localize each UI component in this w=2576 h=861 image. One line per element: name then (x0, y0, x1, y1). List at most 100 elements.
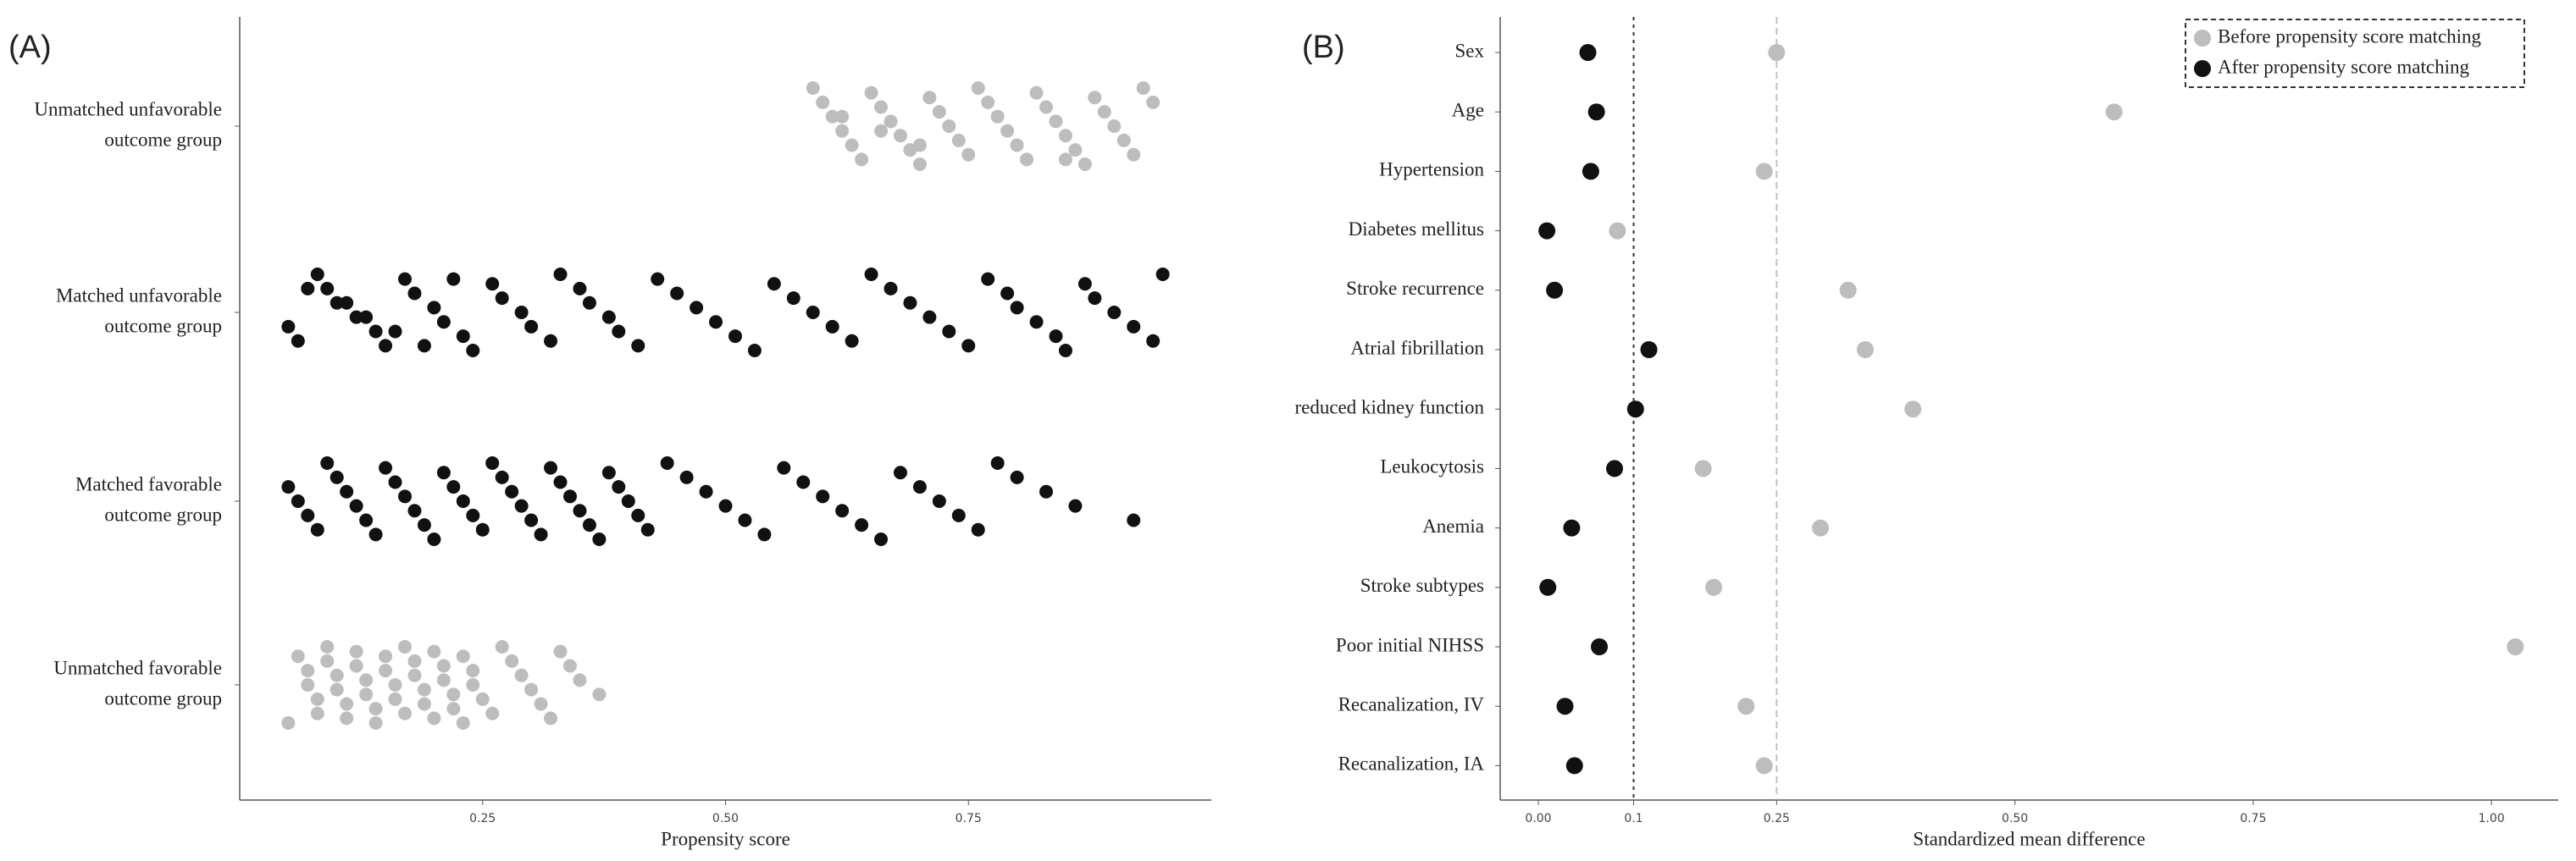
point (1755, 163, 1773, 180)
legend-label: Before propensity score matching (2218, 25, 2482, 47)
point (1097, 105, 1111, 119)
point (427, 301, 441, 315)
point (1640, 341, 1658, 358)
point (1694, 460, 1712, 477)
point (690, 301, 704, 315)
point (505, 484, 519, 499)
x-tick-label: 1.00 (2479, 812, 2505, 825)
point (932, 494, 946, 508)
point (1049, 329, 1063, 344)
x-tick-label: 0.50 (2002, 812, 2028, 825)
point (1058, 152, 1072, 167)
point (1737, 698, 1755, 715)
point (446, 702, 461, 716)
point (291, 649, 305, 664)
point (436, 659, 451, 673)
point (1606, 460, 1624, 477)
point (349, 644, 363, 659)
x-tick-label: 0.50 (712, 812, 739, 825)
point (990, 109, 1005, 124)
point (340, 295, 354, 310)
point (368, 702, 383, 716)
point (679, 470, 694, 484)
point (417, 518, 431, 533)
point (301, 664, 315, 678)
point (495, 470, 509, 484)
point (1755, 757, 1773, 775)
point (699, 484, 713, 499)
point (368, 716, 383, 730)
point (1068, 143, 1083, 157)
point (796, 475, 811, 489)
y-category-label: Hypertension (1379, 159, 1484, 180)
point (301, 281, 315, 295)
point (553, 644, 568, 659)
point (456, 329, 470, 344)
point (446, 687, 461, 702)
point (1812, 519, 1830, 537)
point (951, 508, 966, 522)
point (709, 315, 723, 329)
point (1904, 400, 1922, 418)
point (466, 508, 480, 522)
point (466, 664, 480, 678)
point (310, 522, 324, 537)
point (359, 673, 374, 687)
y-category-label: reduced kidney function (1294, 396, 1484, 417)
point (524, 319, 539, 334)
legend-label: After propensity score matching (2218, 56, 2469, 77)
point (651, 272, 665, 286)
point (1010, 301, 1024, 315)
point (912, 157, 927, 171)
point (670, 286, 684, 301)
legend-marker (2194, 30, 2211, 47)
point (417, 697, 431, 711)
x-axis-title: Propensity score (661, 828, 790, 849)
point (990, 456, 1005, 470)
point (534, 697, 548, 711)
y-category-label: outcome group (104, 687, 222, 709)
point (573, 673, 587, 687)
point (884, 281, 898, 295)
point (397, 489, 412, 504)
point (612, 324, 626, 339)
point (562, 659, 577, 673)
point (340, 697, 354, 711)
point (601, 466, 616, 480)
point (544, 334, 558, 348)
point (553, 475, 568, 489)
point (397, 272, 412, 286)
point (660, 456, 674, 470)
point (1107, 306, 1122, 319)
point (874, 100, 889, 114)
point (407, 286, 422, 301)
point (349, 310, 363, 324)
point (942, 324, 956, 339)
y-category-label: Matched unfavorable (56, 284, 222, 306)
point (825, 109, 839, 124)
point (310, 706, 324, 720)
y-category-label: Age (1452, 99, 1484, 120)
point (485, 706, 500, 720)
point (436, 673, 451, 687)
y-category-label: outcome group (104, 129, 222, 150)
point (1556, 698, 1574, 715)
point (2507, 638, 2524, 655)
point (981, 95, 995, 109)
point (495, 291, 509, 306)
point (612, 480, 626, 494)
point (893, 466, 907, 480)
point (281, 716, 296, 730)
point (495, 640, 509, 654)
point (379, 649, 393, 664)
x-tick-label: 0.75 (956, 812, 982, 825)
point (816, 489, 830, 504)
point (825, 319, 839, 334)
point (981, 272, 995, 286)
point (1587, 103, 1605, 121)
point (1155, 268, 1170, 281)
y-category-label: Leukocytosis (1380, 456, 1484, 477)
point (903, 295, 917, 310)
point (951, 133, 966, 147)
point (816, 95, 830, 109)
